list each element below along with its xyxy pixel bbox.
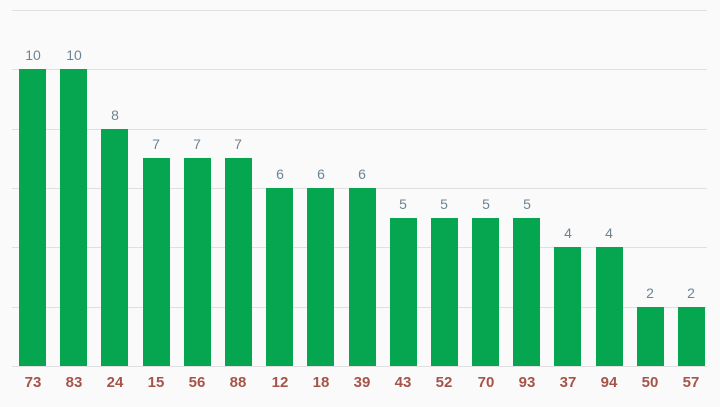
bar-value-label: 8 — [111, 107, 119, 123]
bar[interactable] — [678, 307, 705, 366]
bar-value-label: 6 — [358, 166, 366, 182]
bar-value-label: 6 — [276, 166, 284, 182]
bar[interactable] — [60, 69, 87, 366]
bar[interactable] — [596, 247, 623, 366]
bar[interactable] — [184, 158, 211, 366]
gridline — [12, 10, 707, 11]
x-axis-label: 93 — [518, 374, 536, 391]
x-axis-label: 88 — [229, 374, 247, 391]
bar[interactable] — [349, 188, 376, 366]
x-axis-label: 57 — [682, 374, 700, 391]
bar[interactable] — [390, 218, 417, 366]
x-axis-label: 83 — [65, 374, 83, 391]
bar-value-label: 7 — [152, 136, 160, 152]
bar-value-label: 5 — [523, 196, 531, 212]
x-axis-label: 43 — [394, 374, 412, 391]
bar-value-label: 10 — [66, 47, 82, 63]
bar-value-label: 5 — [440, 196, 448, 212]
gridline — [12, 366, 707, 367]
x-axis-label: 52 — [435, 374, 453, 391]
bar-value-label: 7 — [193, 136, 201, 152]
bar-value-label: 5 — [399, 196, 407, 212]
bar[interactable] — [19, 69, 46, 366]
gridline — [12, 69, 707, 70]
x-axis-label: 12 — [271, 374, 289, 391]
bar-value-label: 2 — [646, 285, 654, 301]
x-axis-label: 56 — [188, 374, 206, 391]
x-axis-label: 50 — [641, 374, 659, 391]
bar[interactable] — [143, 158, 170, 366]
bar-value-label: 7 — [234, 136, 242, 152]
bar[interactable] — [101, 129, 128, 366]
bar[interactable] — [472, 218, 499, 366]
bar[interactable] — [225, 158, 252, 366]
x-axis-label: 39 — [353, 374, 371, 391]
x-axis-label: 37 — [559, 374, 577, 391]
bar-value-label: 5 — [482, 196, 490, 212]
x-axis-label: 70 — [477, 374, 495, 391]
bar-value-label: 4 — [605, 225, 613, 241]
bar[interactable] — [307, 188, 334, 366]
x-axis-label: 18 — [312, 374, 330, 391]
bar-value-label: 2 — [687, 285, 695, 301]
x-axis-label: 15 — [147, 374, 165, 391]
bar[interactable] — [637, 307, 664, 366]
bar[interactable] — [554, 247, 581, 366]
bar[interactable] — [513, 218, 540, 366]
bar-value-label: 10 — [25, 47, 41, 63]
bar-value-label: 4 — [564, 225, 572, 241]
x-axis-label: 94 — [600, 374, 618, 391]
bar[interactable] — [431, 218, 458, 366]
bar[interactable] — [266, 188, 293, 366]
bar-value-label: 6 — [317, 166, 325, 182]
x-axis-label: 73 — [24, 374, 42, 391]
x-axis-label: 24 — [106, 374, 124, 391]
